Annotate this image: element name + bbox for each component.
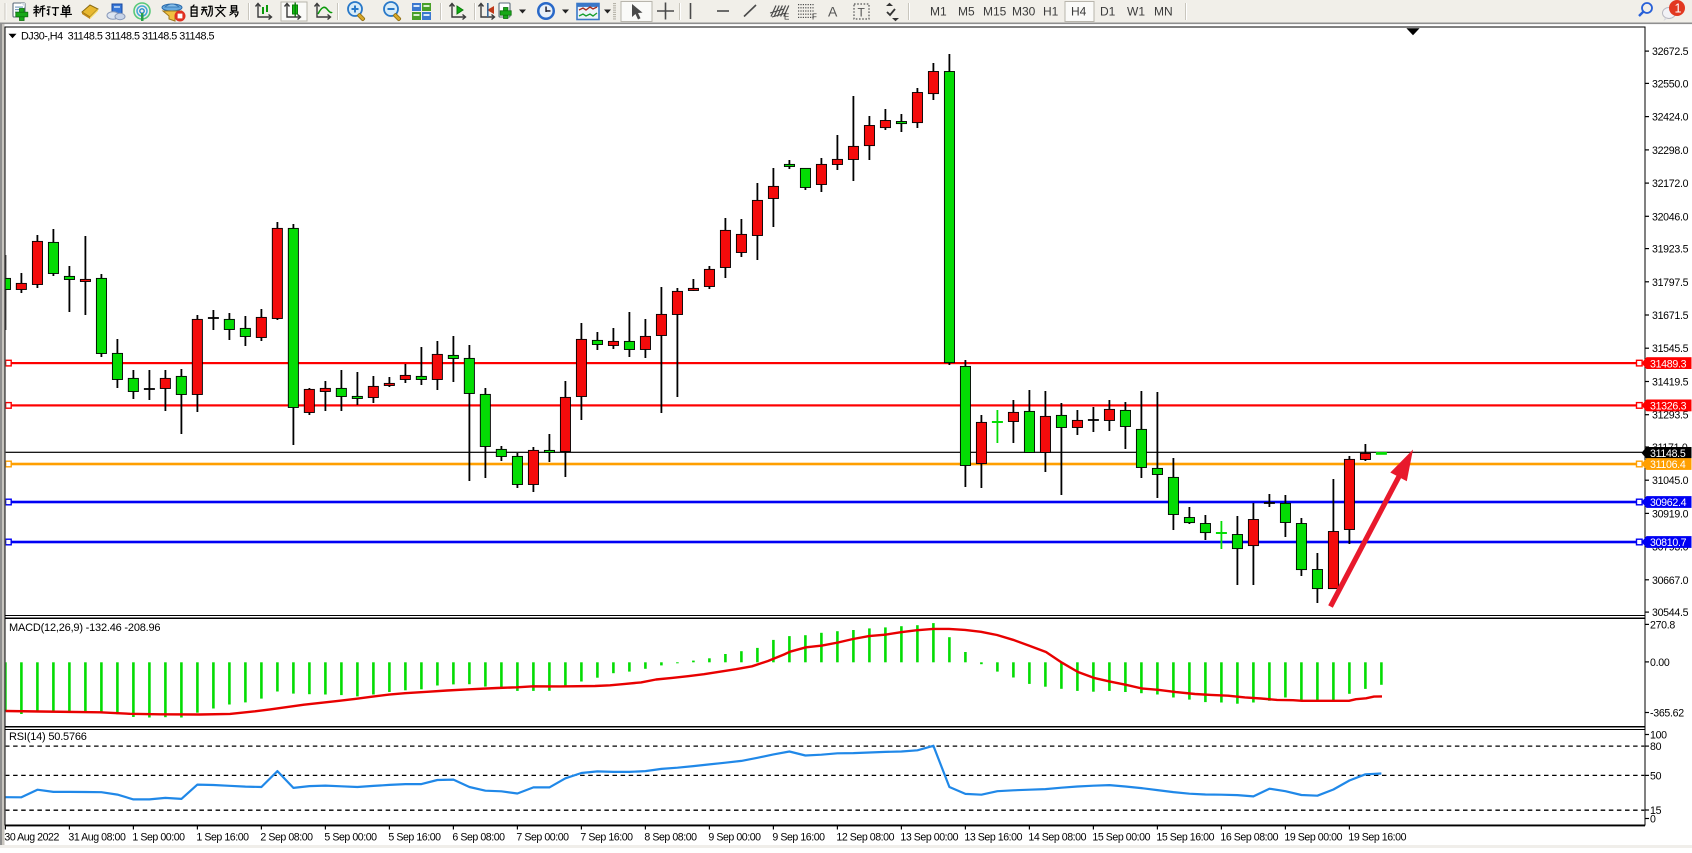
svg-text:5 Sep 16:00: 5 Sep 16:00 [388, 832, 441, 844]
svg-text:270.8: 270.8 [1650, 619, 1675, 631]
svg-text:1 Sep 00:00: 1 Sep 00:00 [132, 832, 185, 844]
svg-text:15 Sep 00:00: 15 Sep 00:00 [1092, 832, 1150, 844]
svg-text:15: 15 [1650, 805, 1662, 817]
svg-text:31419.5: 31419.5 [1652, 377, 1689, 389]
svg-text:13 Sep 16:00: 13 Sep 16:00 [964, 832, 1022, 844]
svg-text:14 Sep 08:00: 14 Sep 08:00 [1028, 832, 1086, 844]
svg-text:T: T [858, 6, 866, 20]
svg-text:7 Sep 00:00: 7 Sep 00:00 [516, 832, 569, 844]
svg-text:31326.3: 31326.3 [1650, 401, 1687, 413]
svg-text:9 Sep 00:00: 9 Sep 00:00 [708, 832, 761, 844]
svg-text:32298.0: 32298.0 [1652, 145, 1689, 157]
svg-text:31489.3: 31489.3 [1650, 358, 1687, 370]
svg-text:30962.4: 30962.4 [1650, 497, 1687, 509]
svg-text:31671.5: 31671.5 [1652, 310, 1689, 322]
svg-text:16 Sep 08:00: 16 Sep 08:00 [1220, 832, 1278, 844]
svg-text:MN: MN [1154, 5, 1173, 19]
svg-text:19 Sep 16:00: 19 Sep 16:00 [1348, 832, 1406, 844]
svg-text:8 Sep 08:00: 8 Sep 08:00 [644, 832, 697, 844]
svg-text:M15: M15 [983, 5, 1007, 19]
svg-text:31545.5: 31545.5 [1652, 343, 1689, 355]
svg-text:32550.0: 32550.0 [1652, 78, 1689, 90]
svg-text:RSI(14) 50.5766: RSI(14) 50.5766 [9, 731, 87, 743]
svg-text:-365.62: -365.62 [1650, 708, 1684, 720]
svg-text:30544.5: 30544.5 [1652, 607, 1689, 619]
svg-text:30919.0: 30919.0 [1652, 508, 1689, 520]
svg-text:E: E [784, 13, 789, 22]
svg-text:0: 0 [1650, 814, 1656, 826]
svg-text:32424.0: 32424.0 [1652, 112, 1689, 124]
svg-text:F: F [812, 13, 817, 22]
svg-text:30667.0: 30667.0 [1652, 575, 1689, 587]
svg-text:15 Sep 16:00: 15 Sep 16:00 [1156, 832, 1214, 844]
svg-text:31923.5: 31923.5 [1652, 244, 1689, 256]
svg-text:100: 100 [1650, 730, 1667, 742]
svg-text:W1: W1 [1127, 5, 1145, 19]
svg-text:30810.7: 30810.7 [1650, 537, 1687, 549]
svg-text:50: 50 [1650, 770, 1662, 782]
svg-text:31797.5: 31797.5 [1652, 277, 1689, 289]
svg-text:2 Sep 08:00: 2 Sep 08:00 [260, 832, 313, 844]
svg-text:DJ30-,H4 31148.5 31148.5 3114: DJ30-,H4 31148.5 31148.5 31148.5 31148.5 [21, 31, 215, 43]
svg-text:H4: H4 [1071, 5, 1087, 19]
svg-text:M1: M1 [930, 5, 947, 19]
svg-text:MACD(12,26,9) -132.46 -208.96: MACD(12,26,9) -132.46 -208.96 [9, 622, 160, 634]
svg-text:32046.0: 32046.0 [1652, 211, 1689, 223]
svg-text:30 Aug 2022: 30 Aug 2022 [4, 832, 59, 844]
svg-text:31106.4: 31106.4 [1650, 459, 1686, 471]
svg-text:9 Sep 16:00: 9 Sep 16:00 [772, 832, 825, 844]
svg-text:80: 80 [1650, 741, 1662, 753]
svg-text:32672.5: 32672.5 [1652, 46, 1689, 58]
svg-text:M5: M5 [958, 5, 975, 19]
svg-text:12 Sep 08:00: 12 Sep 08:00 [836, 832, 894, 844]
svg-text:13 Sep 00:00: 13 Sep 00:00 [900, 832, 958, 844]
svg-text:D1: D1 [1100, 5, 1116, 19]
svg-text:0.00: 0.00 [1650, 657, 1670, 669]
svg-text:H1: H1 [1043, 5, 1059, 19]
svg-text:31045.0: 31045.0 [1652, 475, 1689, 487]
svg-text:5 Sep 00:00: 5 Sep 00:00 [324, 832, 377, 844]
svg-text:A: A [828, 4, 838, 20]
svg-text:19 Sep 00:00: 19 Sep 00:00 [1284, 832, 1342, 844]
svg-text:1 Sep 16:00: 1 Sep 16:00 [196, 832, 249, 844]
svg-text:31293.5: 31293.5 [1652, 410, 1689, 422]
svg-text:6 Sep 08:00: 6 Sep 08:00 [452, 832, 505, 844]
svg-text:7 Sep 16:00: 7 Sep 16:00 [580, 832, 633, 844]
svg-text:31148.5: 31148.5 [1650, 448, 1686, 460]
svg-text:1: 1 [1675, 2, 1682, 16]
svg-text:32172.0: 32172.0 [1652, 178, 1689, 190]
svg-text:31 Aug 08:00: 31 Aug 08:00 [68, 832, 126, 844]
svg-text:M30: M30 [1012, 5, 1036, 19]
